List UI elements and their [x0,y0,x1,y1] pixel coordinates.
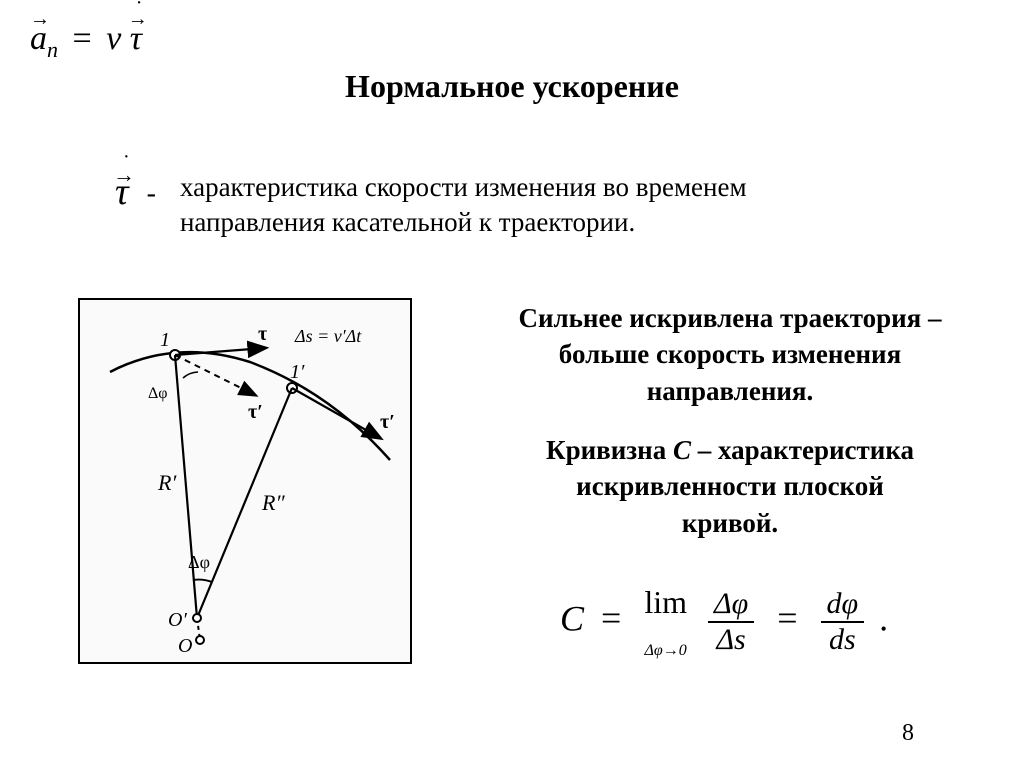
equals: = [73,20,92,57]
label-O: O [178,635,192,657]
var-C: C [560,598,584,638]
svg-text:τ′: τ′ [248,401,263,423]
label-dphi-top: Δφ [148,385,168,402]
label-tau: τ [258,323,267,345]
label-tau-prime: τ′ [380,411,395,433]
limit-block: lim Δφ→0 [644,580,687,664]
frac-dphi-ds: dφ ds [821,587,865,657]
trajectory-curvature-diagram: 1 1′ τ τ′ τ′ Δs = v′Δt Δφ R′ R″ Δφ O′ O [78,298,412,664]
tau-definition-text: характеристика скорости изменения во вре… [180,170,747,240]
text-curvature-definition: Кривизна C – характеристика искривленнос… [470,432,990,541]
label-1prime: 1′ [290,361,305,383]
label-dphi-bot: Δφ [188,552,210,572]
formula-an-equals-v-tau-dot: → a n = v · → τ [30,20,142,63]
label-Rdprime: R″ [261,490,285,515]
dash: - [147,178,156,210]
page-title: Нормальное ускорение [0,68,1024,105]
label-1: 1 [160,329,170,351]
tau-dot-vector-symbol: · → τ [115,170,129,214]
tau-definition-row: · → τ - характеристика скорости изменени… [115,170,747,240]
curvature-formula: C = lim Δφ→0 Δφ Δs = dφ ds . [560,580,888,664]
text-curvature-speed: Сильнее искривлена траектория – больше с… [470,300,990,409]
label-delta-s: Δs = v′Δt [294,326,362,346]
label-Oprime: O′ [168,609,187,631]
label-Rprime: R′ [157,470,177,495]
var-v: v [106,20,121,57]
sub-n: n [47,37,58,62]
frac-dphi-ds-delta: Δφ Δs [708,587,754,657]
page-number: 8 [902,720,914,747]
